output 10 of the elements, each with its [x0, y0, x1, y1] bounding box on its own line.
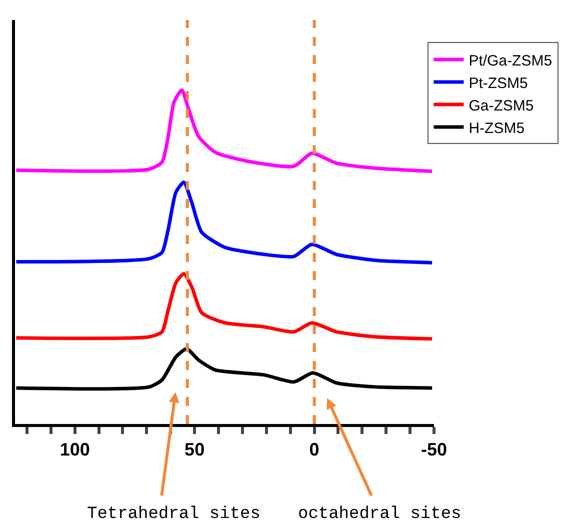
- legend-label: Pt/Ga-ZSM5: [468, 52, 552, 70]
- legend-label: Ga-ZSM5: [468, 97, 534, 114]
- legend-label: Pt-ZSM5: [468, 74, 528, 92]
- x-tick-label: 0: [309, 440, 320, 460]
- x-tick-label: 100: [60, 440, 90, 460]
- legend-label: H-ZSM5: [468, 120, 525, 137]
- x-tick-label: 50: [184, 440, 205, 460]
- text: octahedral sites: [298, 505, 462, 524]
- text: Tetrahedral sites: [87, 505, 260, 524]
- x-tick-label: -50: [420, 440, 448, 460]
